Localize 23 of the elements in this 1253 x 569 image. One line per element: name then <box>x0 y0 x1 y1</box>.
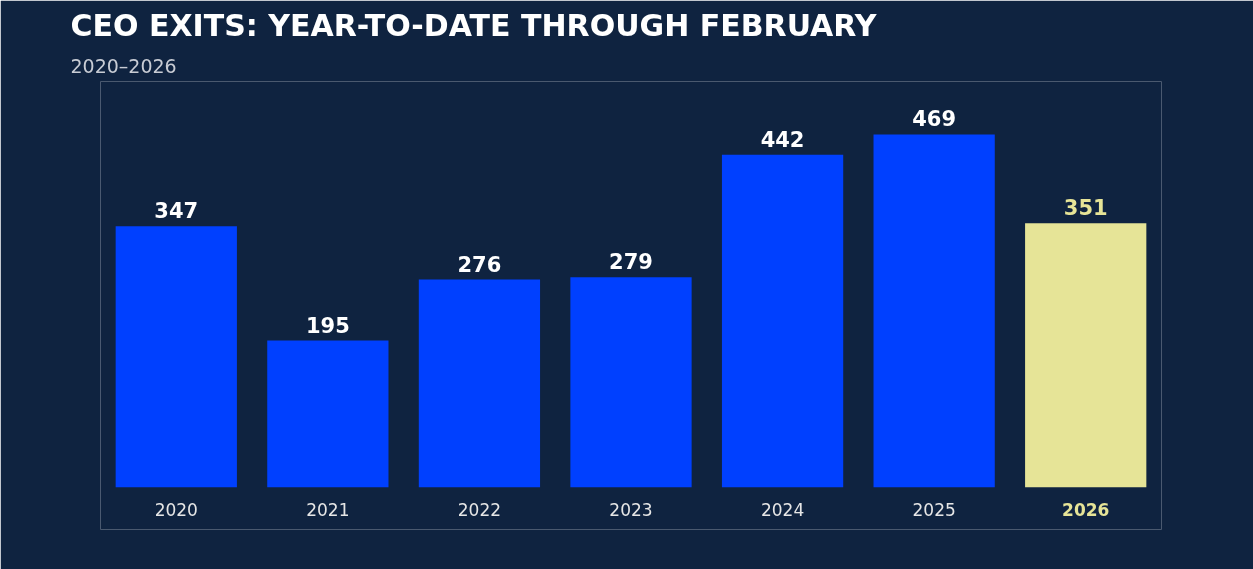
data-label: 469 <box>912 107 957 132</box>
data-label: 442 <box>760 127 805 152</box>
data-label: 347 <box>154 199 199 224</box>
bar <box>115 226 237 488</box>
bar <box>873 134 995 488</box>
bar <box>267 340 389 488</box>
bar <box>418 279 541 488</box>
x-tick-label: 2020 <box>154 500 198 521</box>
x-tick-label: 2024 <box>760 500 805 521</box>
x-tick-label: 2026 <box>1062 500 1110 521</box>
data-label: 279 <box>609 250 653 275</box>
x-tick-label: 2022 <box>457 500 502 521</box>
chart-title: CEO EXITS: YEAR-TO-DATE THROUGH FEBRUARY <box>70 7 878 43</box>
x-tick-label: 2025 <box>912 500 956 521</box>
x-tick-label: 2023 <box>609 500 653 521</box>
bar <box>1025 223 1147 488</box>
chart-subtitle: 2020–2026 <box>70 54 177 77</box>
bar <box>721 154 844 488</box>
data-label: 351 <box>1063 196 1108 221</box>
data-label: 195 <box>305 313 350 338</box>
x-tick-label: 2021 <box>306 500 350 521</box>
data-label: 276 <box>457 252 502 277</box>
bar <box>570 277 692 488</box>
